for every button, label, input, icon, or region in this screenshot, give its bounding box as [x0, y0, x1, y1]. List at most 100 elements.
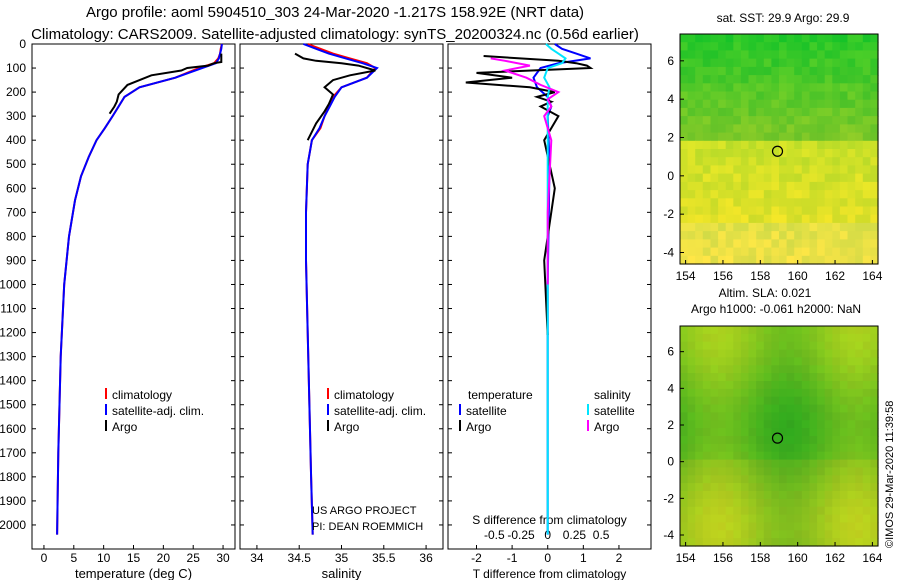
sst-map-cell [862, 255, 871, 265]
sla-float-marker [771, 432, 784, 444]
sla-map-cell [847, 404, 856, 414]
sla-map-cell [763, 333, 772, 343]
title-line-2: Climatology: CARS2009. Satellite-adjuste… [31, 26, 639, 43]
sst-map-cell [870, 149, 879, 158]
sst-map-cell [771, 165, 780, 175]
sst-map-cell [763, 132, 772, 142]
sst-map-cell [824, 42, 833, 51]
sla-map-cell [779, 498, 788, 508]
sla-map-cell [748, 349, 757, 359]
sla-map-cell [809, 467, 818, 476]
sla-map-cell [756, 326, 765, 335]
sla-map-cell [771, 538, 780, 547]
sst-map-cell [710, 247, 719, 257]
sst-map-cell [748, 165, 757, 175]
sst-map-cell [763, 75, 772, 84]
sst-map-cell [695, 83, 704, 93]
sla-map-cell [702, 381, 711, 390]
sla-map-cell [824, 341, 833, 351]
sst-map-cell [839, 58, 849, 68]
sst-map-cell [855, 231, 864, 240]
sla-map-cell [809, 483, 818, 492]
sla-map-cell [855, 326, 864, 335]
sla-map-cell [839, 514, 849, 524]
sla-map-cell [687, 506, 696, 516]
sst-map-cell [687, 140, 696, 150]
sla-map-cell [847, 514, 856, 524]
sla-map-cell [824, 443, 833, 453]
sst-map-cell [756, 124, 765, 134]
depth-tick-label: 1300 [0, 350, 26, 364]
sla-map-cell [740, 459, 750, 469]
sla-map-cell [740, 349, 750, 359]
sst-map-cell [786, 231, 795, 240]
sla-map-cell [687, 467, 696, 476]
sla-map-cell [725, 451, 734, 461]
sla-map-cell [824, 412, 833, 421]
sst-map-cell [832, 247, 841, 257]
sla-map-cell [771, 388, 780, 398]
sla-map-cell [832, 506, 841, 516]
sst-map-cell [710, 181, 719, 191]
sla-map-cell [710, 396, 719, 406]
sst-map-cell [718, 58, 727, 68]
sla-map-cell [870, 538, 879, 547]
sla-map-cell [740, 412, 750, 421]
sst-map-cell [718, 165, 727, 175]
sst-map-cell [710, 50, 719, 60]
sst-map-cell [817, 222, 826, 232]
sla-map-cell [809, 381, 818, 390]
sst-map-cell [832, 124, 841, 134]
sst-lat-tick-label: 4 [667, 92, 674, 106]
sla-map-cell [687, 326, 696, 335]
sla-map-cell [718, 491, 727, 500]
sla-map-cell [763, 498, 772, 508]
sst-map-cell [680, 91, 689, 101]
sla-map-cell [809, 428, 818, 437]
sst-map-cell [855, 107, 864, 117]
sla-map-cell [702, 451, 711, 461]
sst-map-cell [756, 173, 765, 183]
sla-map-cell [839, 349, 849, 359]
sst-map-cell [779, 181, 788, 191]
sst-map-cell [702, 91, 711, 101]
sla-map-cell [740, 404, 750, 414]
sla-map-cell [756, 365, 765, 374]
sst-map-cell [870, 83, 879, 93]
sla-map-cell [809, 373, 818, 382]
sla-map-cell [695, 404, 704, 414]
sst-map-cell [832, 75, 841, 84]
sla-map-cell [710, 522, 719, 531]
salinity-axis-label: salinity [322, 566, 362, 580]
sst-map-cell [801, 66, 810, 76]
sst-map-cell [870, 222, 879, 232]
sst-map-cell [687, 149, 696, 158]
sst-map-cell [718, 99, 727, 109]
sla-map-cell [695, 459, 704, 469]
sst-map-cell [870, 165, 879, 175]
sst-lat-tick-label: 0 [667, 169, 674, 183]
sla-map-cell [824, 467, 833, 476]
sst-map-cell [771, 198, 780, 208]
sla-map-cell [847, 326, 856, 335]
sla-map-cell [748, 491, 757, 500]
sla-map-cell [718, 388, 727, 398]
sst-map-cell [839, 214, 849, 224]
sla-map-cell [748, 451, 757, 461]
sst-map-cell [801, 42, 810, 51]
sst-map-cell [763, 66, 772, 76]
sst-map-cell [855, 66, 864, 76]
sst-map-cell [687, 42, 696, 51]
sla-map-cell [702, 357, 711, 366]
sla-map-cell [824, 522, 833, 531]
sst-map-cell [718, 222, 727, 232]
sst-map-cell [748, 231, 757, 240]
sla-map-cell [687, 475, 696, 484]
sla-map-cell [862, 326, 871, 335]
sla-map-cell [763, 396, 772, 406]
sla-map-cell [695, 373, 704, 382]
sla-map-cell [710, 467, 719, 476]
sst-map-cell [817, 83, 826, 93]
sst-map-cell [832, 99, 841, 109]
sla-map-cell [725, 428, 734, 437]
